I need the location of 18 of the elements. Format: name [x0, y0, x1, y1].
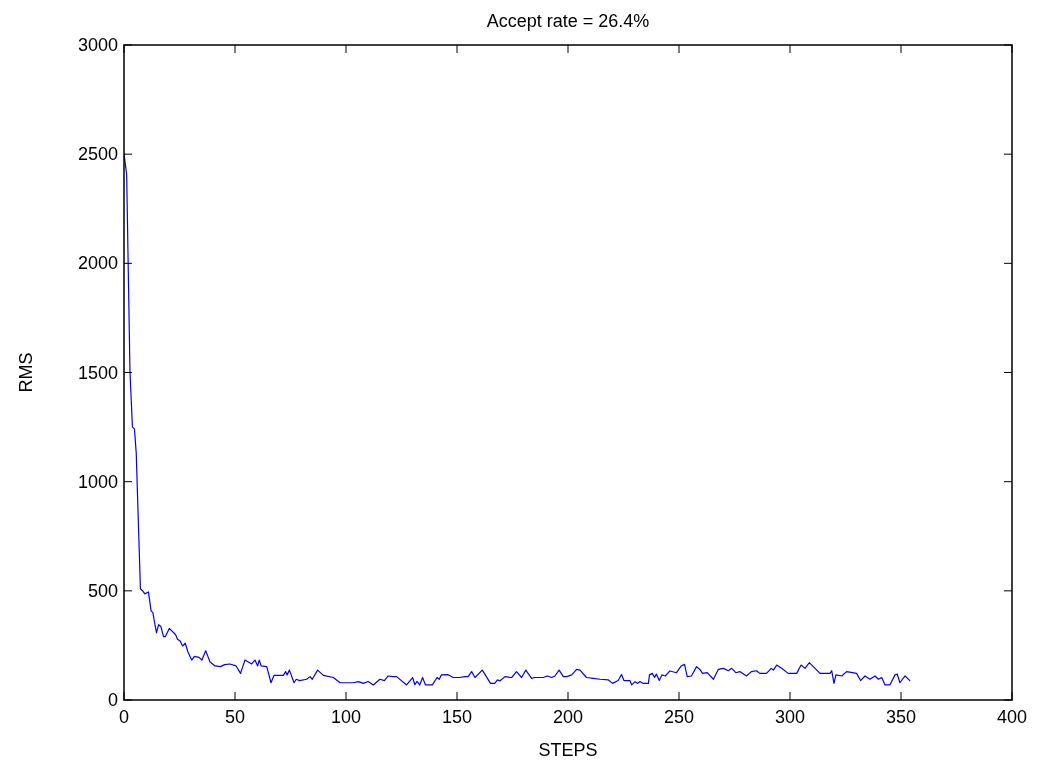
y-tick-label: 1500	[77, 362, 118, 383]
chart-title: Accept rate = 26.4%	[486, 11, 650, 31]
x-tick-label: 250	[663, 707, 695, 727]
x-tick-label: 100	[330, 707, 362, 727]
y-axis-title: RMS	[16, 352, 36, 393]
y-tick-label: 2000	[77, 253, 118, 274]
y-tick-label: 0	[107, 690, 118, 710]
y-tick-label: 2500	[77, 144, 118, 165]
x-tick-label: 300	[774, 707, 806, 727]
x-axis-title: STEPS	[538, 740, 598, 760]
y-tick-label: 500	[87, 580, 118, 601]
y-tick-label: 1000	[77, 471, 118, 492]
x-tick-label: 50	[224, 707, 246, 727]
x-tick-label: 150	[441, 707, 473, 727]
x-tick-label: 350	[885, 707, 917, 727]
x-tick-label: 400	[996, 707, 1028, 727]
x-tick-label: 200	[552, 707, 584, 727]
y-tick-label: 3000	[77, 35, 118, 55]
